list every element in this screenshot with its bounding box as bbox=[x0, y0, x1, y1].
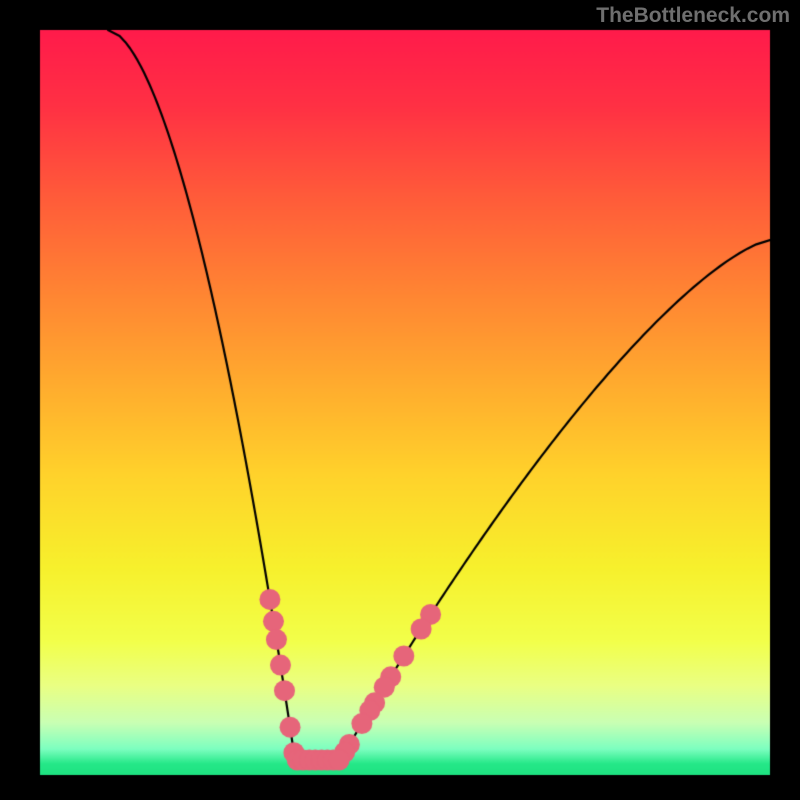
watermark-text: TheBottleneck.com bbox=[596, 4, 790, 28]
bottleneck-chart-canvas bbox=[0, 0, 800, 800]
chart-stage: TheBottleneck.com bbox=[0, 0, 800, 800]
